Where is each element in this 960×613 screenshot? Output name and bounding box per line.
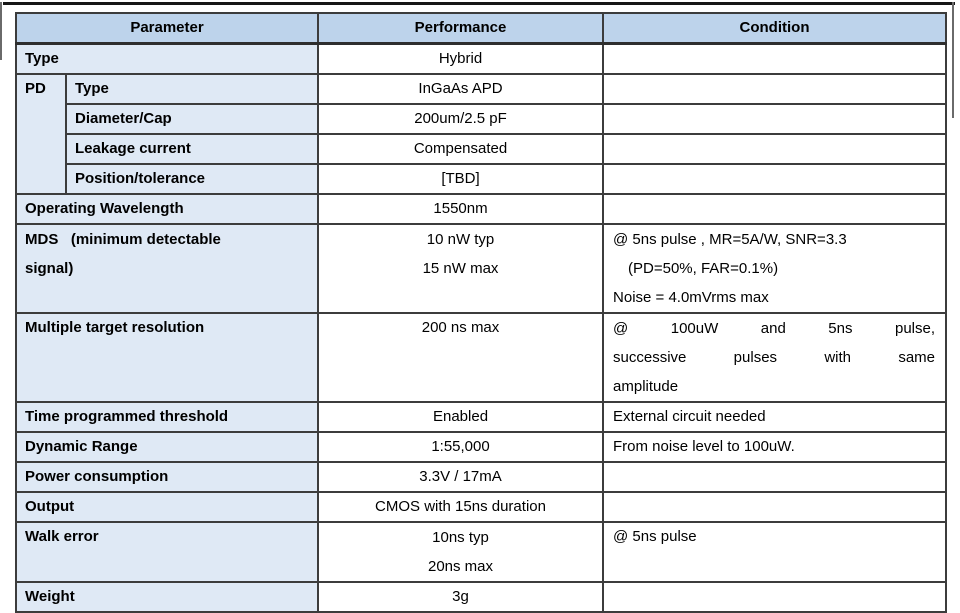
cell-mds-cond: @ 5ns pulse , MR=5A/W, SNR=3.3 (PD=50%, … [602,223,948,314]
cell-output-perf: CMOS with 15ns duration [317,491,605,523]
header-row: Parameter Performance Condition [14,12,948,45]
mds-cond-line3: Noise = 4.0mVrms max [613,289,769,306]
cell-dynamic-range-param: Dynamic Range [14,431,320,463]
cell-tpt-param: Time programmed threshold [14,401,320,433]
cell-tpt-cond: External circuit needed [602,401,948,433]
table-row-type: Type Hybrid [14,42,948,75]
table-row-pd-leakage: Leakage current Compensated [16,133,948,165]
cell-power-perf: 3.3V / 17mA [317,461,605,493]
cell-dynamic-range-perf: 1:55,000 [317,431,605,463]
table-row-power: Power consumption 3.3V / 17mA [14,461,948,493]
table-row-pd-type: PD Type InGaAs APD [15,73,948,195]
table-row-pd-diameter: Diameter/Cap 200um/2.5 pF [16,103,948,135]
cell-type-cond [602,42,948,75]
cell-pd-group-label: PD [15,73,67,195]
table-row-mtr: Multiple target resolution 200 ns max @ … [14,312,948,403]
mds-param-line2: signal) [25,260,74,277]
cell-type-param: Type [14,42,320,75]
cell-pd-diameter-cond [602,103,948,135]
cell-pd-position-perf: [TBD] [317,163,605,195]
cell-pd-leakage-perf: Compensated [317,133,605,165]
cell-weight-perf: 3g [317,581,605,613]
cell-pd-position-cond [602,163,948,195]
cell-pd-diameter-perf: 200um/2.5 pF [317,103,605,135]
cell-pd-type-param: Type [64,73,320,105]
column-header-parameter: Parameter [14,12,320,45]
mds-param-line1: MDS (minimum detectable [25,231,221,248]
cell-mtr-cond: @ 100uW and 5ns pulse, successive pulses… [602,312,948,403]
cell-dynamic-range-cond: From noise level to 100uW. [602,431,948,463]
cell-pd-type-perf: InGaAs APD [317,73,605,105]
mds-cond-line2: (PD=50%, FAR=0.1%) [628,260,779,277]
cell-wavelength-perf: 1550nm [317,193,605,225]
table-row-mds: MDS (minimum detectable signal) 10 nW ty… [14,223,948,314]
walk-perf-line1: 10ns typ [432,529,489,546]
column-header-performance: Performance [317,12,605,45]
table-row-tpt: Time programmed threshold Enabled Extern… [14,401,948,433]
page-frame-left-edge [0,2,2,60]
cell-walk-perf: 10ns typ 20ns max [317,521,605,583]
cell-walk-cond: @ 5ns pulse [602,521,948,583]
cell-pd-type-cond [602,73,948,105]
cell-pd-diameter-param: Diameter/Cap [64,103,320,135]
table-row-weight: Weight 3g [14,581,948,613]
cell-mds-param: MDS (minimum detectable signal) [14,223,320,314]
cell-weight-param: Weight [14,581,320,613]
cell-wavelength-param: Operating Wavelength [14,193,320,225]
mtr-cond-line3: amplitude [613,378,679,395]
cell-weight-cond [602,581,948,613]
table-row-output: Output CMOS with 15ns duration [14,491,948,523]
column-header-condition: Condition [602,12,948,45]
cell-pd-leakage-param: Leakage current [64,133,320,165]
cell-walk-param: Walk error [14,521,320,583]
cell-wavelength-cond [602,193,948,225]
cell-power-param: Power consumption [14,461,320,493]
walk-perf-line2: 20ns max [427,558,494,575]
table-row-walk-error: Walk error 10ns typ 20ns max @ 5ns pulse [14,521,948,583]
cell-pd-position-param: Position/tolerance [64,163,320,195]
cell-mtr-perf: 200 ns max [317,312,605,403]
cell-output-param: Output [14,491,320,523]
cell-mtr-param: Multiple target resolution [14,312,320,403]
cell-type-perf: Hybrid [317,42,605,75]
mds-cond-line1: @ 5ns pulse , MR=5A/W, SNR=3.3 [613,231,847,248]
mds-perf-line2: 15 nW max [422,260,499,277]
table-row-wavelength: Operating Wavelength 1550nm [14,193,948,225]
mtr-cond-line1: @ 100uW and 5ns pulse, [613,320,936,337]
table-row-pd-position: Position/tolerance [TBD] [16,163,948,195]
cell-output-cond [602,491,948,523]
table-row-dynamic-range: Dynamic Range 1:55,000 From noise level … [14,431,948,463]
page-frame-right-edge [952,2,954,118]
page-frame-top-edge [3,2,955,5]
cell-pd-leakage-cond [602,133,948,165]
mds-perf-line1: 10 nW typ [426,231,495,248]
spec-table: Parameter Performance Condition Type Hyb… [14,12,948,613]
cell-power-cond [602,461,948,493]
cell-tpt-perf: Enabled [317,401,605,433]
mtr-cond-line2: successive pulses with same [613,349,936,366]
cell-mds-perf: 10 nW typ 15 nW max [317,223,605,314]
